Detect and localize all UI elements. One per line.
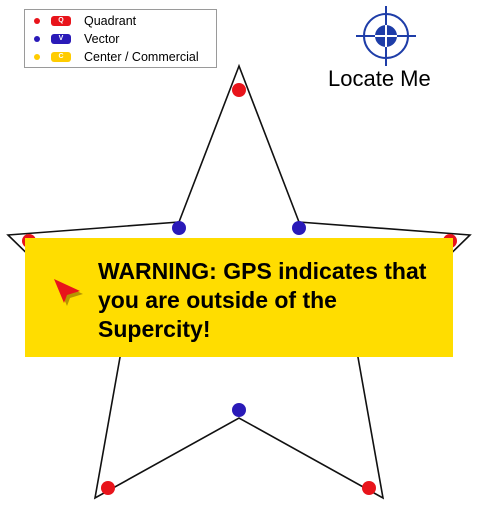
quadrant-marker-bottom-left[interactable]	[101, 481, 115, 495]
legend-item-quadrant: Q Quadrant	[25, 13, 216, 29]
vector-badge: V	[51, 34, 71, 44]
legend-label-center: Center / Commercial	[84, 50, 199, 64]
pointer-arrow-icon	[54, 279, 83, 306]
map-legend: Q Quadrant V Vector C Center / Commercia…	[24, 9, 217, 68]
gps-warning-text: WARNING: GPS indicates that you are outs…	[98, 258, 427, 342]
vector-dot-icon	[34, 36, 40, 42]
crosshair-icon	[356, 6, 416, 66]
center-badge: C	[51, 52, 71, 62]
legend-item-center: C Center / Commercial	[25, 49, 216, 65]
vector-marker-upper-right[interactable]	[292, 221, 306, 235]
center-dot-icon	[34, 54, 40, 60]
quadrant-dot-icon	[34, 18, 40, 24]
quadrant-marker-bottom-right[interactable]	[362, 481, 376, 495]
legend-label-quadrant: Quadrant	[84, 14, 137, 28]
locate-me-label: Locate Me	[328, 66, 431, 91]
quadrant-marker-top[interactable]	[232, 83, 246, 97]
vector-marker-bottom[interactable]	[232, 403, 246, 417]
quadrant-badge: Q	[51, 16, 71, 26]
locate-me-button[interactable]: Locate Me	[322, 4, 452, 92]
legend-label-vector: Vector	[84, 32, 120, 46]
vector-marker-upper-left[interactable]	[172, 221, 186, 235]
legend-item-vector: V Vector	[25, 31, 216, 47]
gps-warning-banner: WARNING: GPS indicates that you are outs…	[25, 238, 453, 357]
